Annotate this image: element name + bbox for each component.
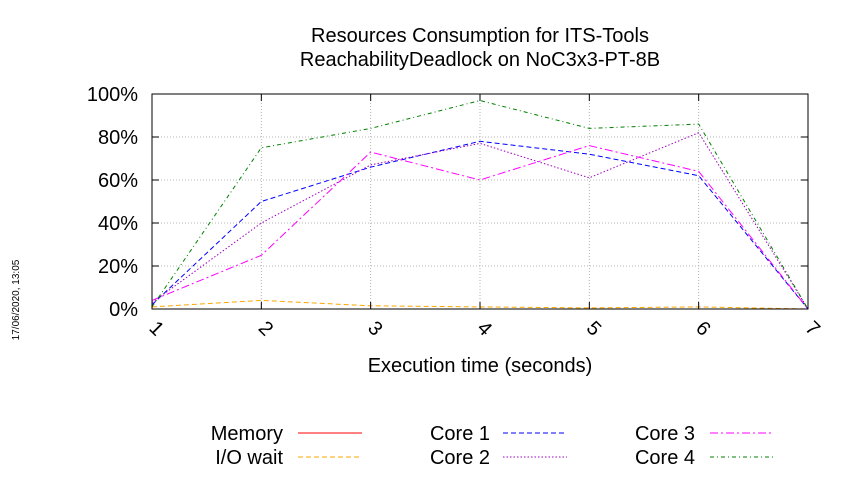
x-tick-label: 4 xyxy=(473,317,496,340)
y-tick-label: 40% xyxy=(98,213,138,235)
y-tick-label: 0% xyxy=(109,299,138,321)
legend-label-core-4: Core 4 xyxy=(635,447,695,469)
legend-label-memory: Memory xyxy=(211,423,283,445)
x-tick-labels: 1 2 3 4 5 6 7 xyxy=(145,317,824,340)
x-tick-label: 3 xyxy=(363,317,386,340)
legend-label-core-1: Core 1 xyxy=(430,423,490,445)
y-tick-labels: 0% 20% 40% 60% 80% 100% xyxy=(87,84,138,321)
y-tick-label: 20% xyxy=(98,256,138,278)
x-tick-label: 6 xyxy=(691,317,714,340)
series-line-core-4 xyxy=(151,99,809,310)
legend-label-core-3: Core 3 xyxy=(635,423,695,445)
x-tick-label: 5 xyxy=(582,317,605,340)
x-tick-label: 1 xyxy=(145,317,168,340)
y-tick-label: 60% xyxy=(98,170,138,192)
y-tick-label: 100% xyxy=(87,84,138,106)
plot-frame xyxy=(151,93,809,310)
series-line-core-1 xyxy=(151,140,809,310)
chart-subtitle: ReachabilityDeadlock on NoC3x3-PT-8B xyxy=(300,49,660,71)
series-line-core-2 xyxy=(151,132,809,310)
timestamp: 17/06/2020, 13:05 xyxy=(11,259,22,340)
chart-title: Resources Consumption for ITS-Tools xyxy=(311,25,649,47)
x-tick-label: 2 xyxy=(254,317,277,340)
legend-label-i-o-wait: I/O wait xyxy=(215,447,283,469)
x-tick-label: 7 xyxy=(801,317,824,340)
grid xyxy=(151,93,809,310)
x-axis-label: Execution time (seconds) xyxy=(368,355,593,377)
legend-label-core-2: Core 2 xyxy=(430,447,490,469)
y-tick-label: 80% xyxy=(98,127,138,149)
axes xyxy=(151,93,809,310)
series-line-core-3 xyxy=(151,145,809,310)
